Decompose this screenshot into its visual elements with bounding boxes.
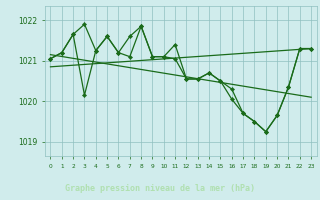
- Text: Graphe pression niveau de la mer (hPa): Graphe pression niveau de la mer (hPa): [65, 184, 255, 193]
